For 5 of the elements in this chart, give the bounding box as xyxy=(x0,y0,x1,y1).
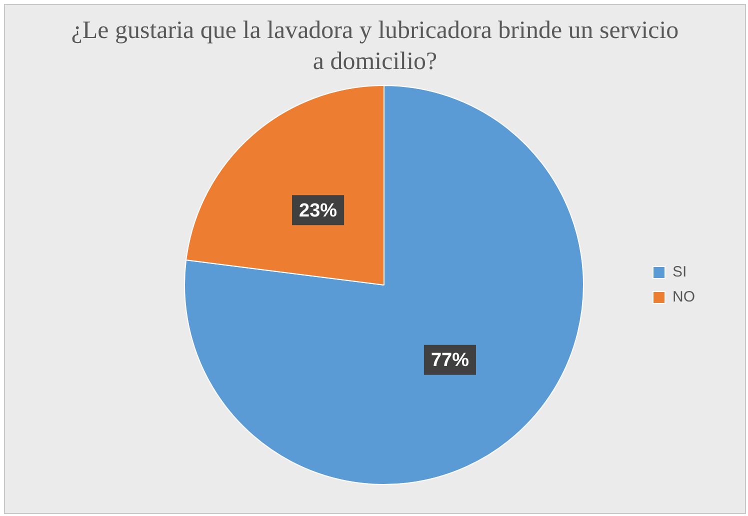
legend-label: NO xyxy=(672,288,695,306)
data-label: 77% xyxy=(430,350,470,372)
data-label: 23% xyxy=(299,200,338,222)
legend-label: SI xyxy=(672,264,687,281)
chart-title: ¿Le gustaria que la lavadora y lubricadora brinde un servicio a domicilio? xyxy=(70,16,680,77)
